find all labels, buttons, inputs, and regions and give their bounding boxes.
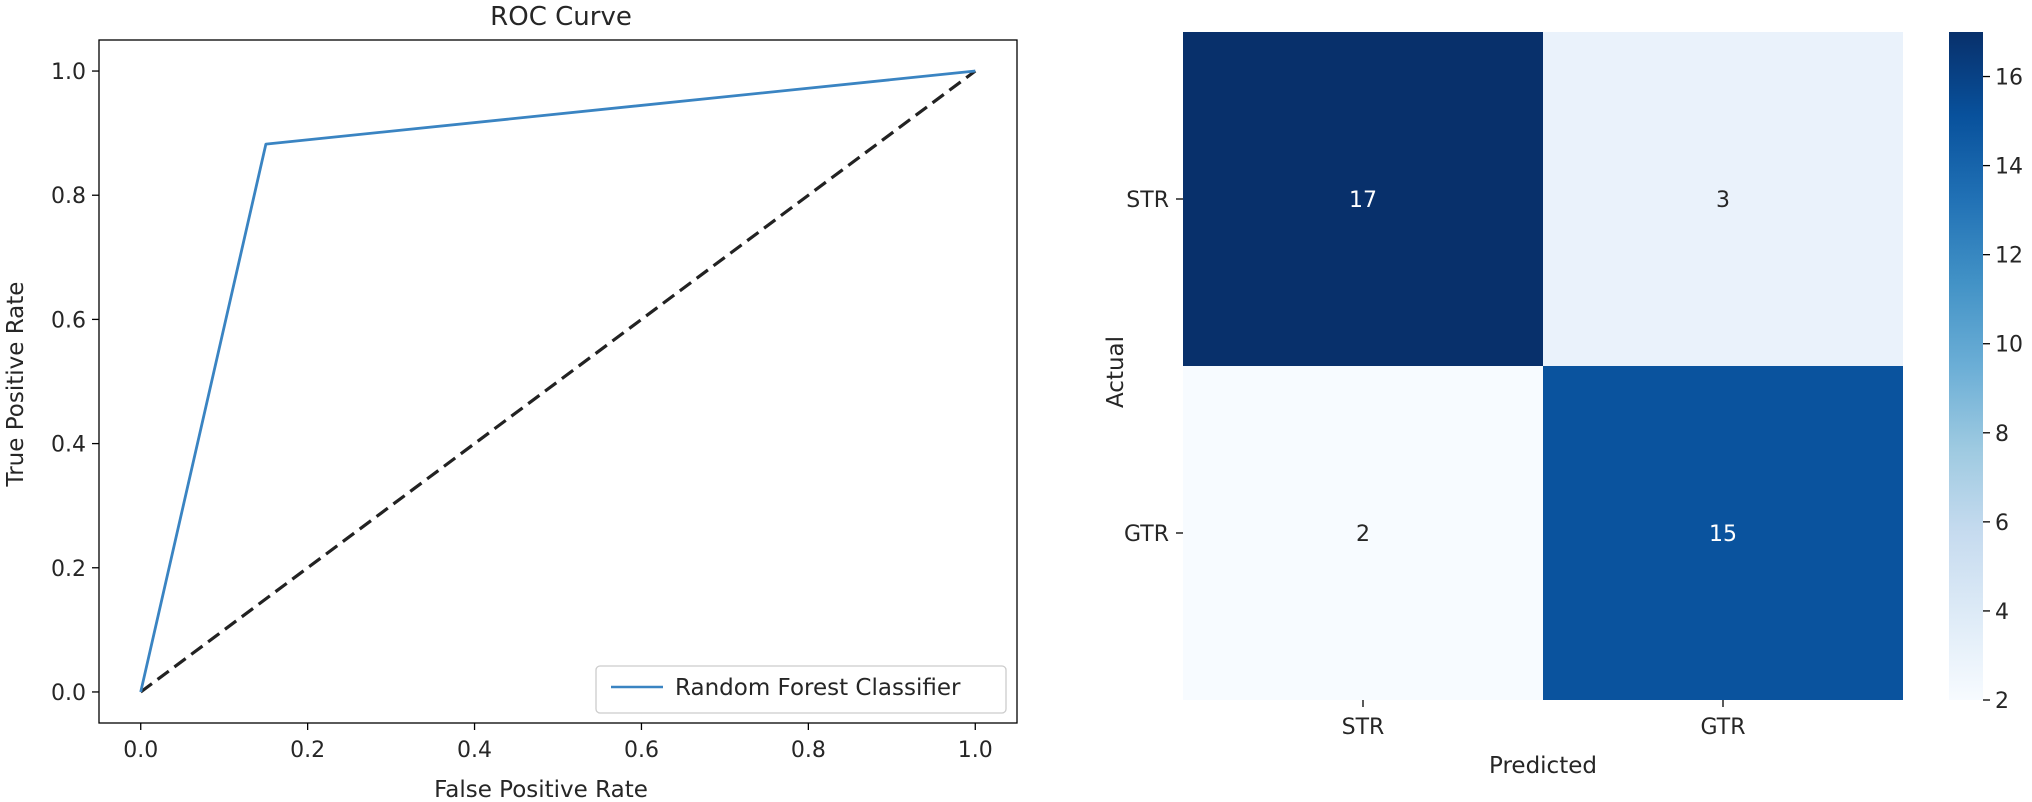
colorbar-tick-label: 16 [1995,66,2023,91]
heatmap-cell-value: 15 [1709,522,1737,547]
roc-legend-label: Random Forest Classifier [675,675,961,701]
roc-y-tick-label: 0.0 [51,681,86,706]
confusion-matrix-chart: 17 3 2 15 STR GTR STR GTR Predicted Actual 2 4 6… [1103,32,2023,779]
roc-y-tick-label: 0.8 [51,184,86,209]
heatmap-cell-value: 3 [1716,188,1730,213]
roc-y-tick-label: 0.2 [51,557,86,582]
roc-series-group [139,69,977,694]
roc-chart: ROC Curve 0.0 0.2 0.4 0.6 0.8 1.0 0.00.20.40.… [3,2,1018,802]
roc-x-tick-label: 0.2 [290,738,325,763]
heatmap-x-axis-label: Predicted [1489,753,1597,779]
roc-x-tick-label: 0.4 [457,738,492,763]
roc-y-tick-label: 0.4 [51,433,86,458]
heatmap-x-tick-label: GTR [1701,715,1746,740]
heatmap-x-tick-label: STR [1342,715,1385,740]
heatmap-cell [1543,366,1903,700]
roc-y-tick-label: 1.0 [51,60,86,85]
heatmap-cell [1183,366,1543,700]
heatmap-y-tick-label: STR [1126,188,1169,213]
roc-x-tick-label: 0.8 [791,738,826,763]
heatmap-cell [1183,32,1543,366]
heatmap-axis-ticks: STR GTR STR GTR [1124,188,1746,740]
heatmap-y-axis-label: Actual [1103,336,1129,408]
heatmap-cell [1543,32,1903,366]
roc-x-axis-ticks: 0.0 0.2 0.4 0.6 0.8 1.0 [123,723,993,763]
roc-x-tick-label: 0.0 [123,738,158,763]
roc-plot-frame [98,39,1018,724]
roc-y-tick-label: 0.6 [51,308,86,333]
colorbar-ticks: 2 4 6 8 10 12 14 16 [1983,66,2023,714]
colorbar-tick-label: 4 [1995,600,2009,625]
colorbar-tick-label: 12 [1995,244,2023,269]
roc-legend-box [595,665,1007,714]
heatmap-cell-value: 17 [1349,188,1377,213]
colorbar: 2 4 6 8 10 12 14 16 [1949,32,2023,714]
roc-chance-line [139,69,977,694]
heatmap-cells: 17 3 2 15 [1183,32,1903,700]
roc-title: ROC Curve [490,2,632,32]
roc-legend: Random Forest Classifier [595,665,1007,714]
roc-x-tick-label: 0.6 [624,738,659,763]
colorbar-tick-label: 2 [1995,689,2009,714]
colorbar-tick-label: 6 [1995,511,2009,536]
heatmap-cell-value: 2 [1356,522,1370,547]
heatmap-y-tick-label: GTR [1124,522,1169,547]
roc-curve-line [139,69,976,693]
roc-y-axis-ticks: 0.0 0.2 0.4 0.6 0.8 1.0 [51,60,99,706]
colorbar-tick-label: 14 [1995,155,2023,180]
roc-x-tick-label: 1.0 [958,738,993,763]
colorbar-tick-label: 8 [1995,422,2009,447]
colorbar-tick-label: 10 [1995,333,2023,358]
roc-y-axis-label: True Positive Rate [3,282,29,488]
colorbar-gradient [1949,32,1983,700]
roc-x-axis-label: False Positive Rate [434,777,648,802]
